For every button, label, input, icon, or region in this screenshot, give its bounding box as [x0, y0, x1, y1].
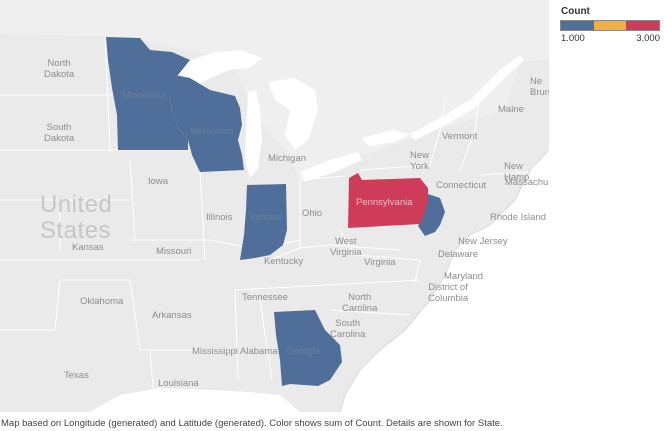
label-michigan: Michigan — [268, 153, 307, 164]
label-kentucky: Kentucky — [264, 256, 304, 267]
label-dc: District of Columbia — [428, 282, 469, 304]
label-massachusetts: Massachu — [505, 177, 549, 188]
label-north-carolina: North Carolina — [342, 292, 378, 314]
label-texas: Texas — [64, 370, 89, 381]
label-kansas: Kansas — [72, 242, 104, 253]
label-connecticut: Connecticut — [436, 180, 487, 191]
st-lawrence — [410, 55, 524, 140]
legend-swatch-low — [561, 21, 594, 30]
legend-swatch-high — [626, 21, 660, 30]
label-georgia: Georgia — [286, 346, 320, 357]
map-view[interactable]: United States North Dakota South Dakota … — [0, 0, 549, 412]
label-iowa: Iowa — [148, 176, 169, 187]
label-vermont: Vermont — [442, 131, 478, 142]
label-tennessee: Tennessee — [242, 292, 288, 303]
label-ohio: Ohio — [302, 208, 323, 219]
state-georgia — [274, 310, 342, 386]
label-illinois: Illinois — [206, 212, 233, 223]
atlantic-ocean — [340, 150, 549, 412]
color-legend[interactable]: Count 1.000 3.000 — [560, 6, 664, 45]
lake-huron — [268, 78, 318, 150]
label-missouri: Missouri — [156, 246, 192, 257]
label-pennsylvania: Pennsylvania — [356, 197, 413, 208]
label-maine: Maine — [498, 104, 524, 115]
label-minnesota: Minnesota — [122, 90, 166, 101]
label-virginia: Virginia — [364, 257, 396, 268]
legend-title: Count — [561, 6, 590, 17]
label-maryland: Maryland — [444, 271, 484, 282]
state-minnesota — [106, 37, 190, 150]
state-indiana — [240, 184, 287, 260]
state-pennsylvania — [348, 173, 428, 228]
label-louisiana: Louisiana — [158, 378, 199, 389]
label-arkansas: Arkansas — [152, 310, 192, 321]
label-united-states: United States — [40, 191, 113, 244]
legend-max-label: 3.000 — [636, 33, 660, 44]
label-west-virginia: West Virginia — [330, 236, 362, 258]
lake-michigan — [245, 90, 262, 178]
label-oklahoma: Oklahoma — [80, 296, 124, 307]
legend-min-label: 1.000 — [561, 33, 585, 44]
label-south-dakota: South Dakota — [44, 122, 75, 144]
label-rhode-island: Rhode Island — [490, 212, 546, 223]
gulf-of-mexico — [90, 388, 300, 412]
label-north-dakota: North Dakota — [44, 58, 75, 80]
lake-ontario — [362, 130, 410, 146]
label-delaware: Delaware — [438, 249, 479, 260]
map-caption: Map based on Longitude (generated) and L… — [1, 418, 503, 429]
label-alabama: Alabama — [240, 346, 278, 357]
map-canvas[interactable] — [0, 0, 549, 412]
label-new-hampshire: New Hamp — [504, 161, 530, 183]
label-indiana: Indiana — [250, 212, 282, 223]
state-wisconsin — [170, 75, 244, 172]
state-borders — [0, 35, 531, 412]
label-south-carolina: South Carolina — [330, 318, 366, 340]
legend-swatch-mid — [593, 21, 627, 30]
label-wisconsin: Wisconsin — [190, 126, 234, 137]
coastline — [339, 149, 549, 412]
legend-color-ramp — [560, 20, 660, 31]
label-new-york: New York — [410, 150, 430, 172]
label-mississippi: Mississippi — [192, 346, 238, 357]
lake-erie — [300, 152, 362, 182]
label-brunswick: Ne Brun — [530, 76, 549, 98]
label-new-jersey: New Jersey — [458, 236, 508, 247]
